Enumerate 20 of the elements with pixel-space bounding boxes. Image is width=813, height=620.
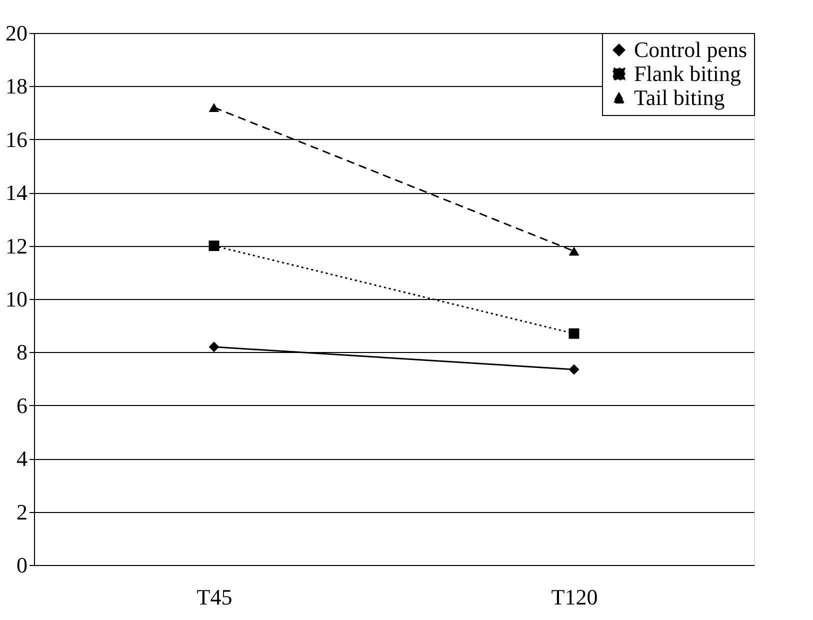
- point: [208, 240, 220, 252]
- x-tick-label: T45: [196, 584, 232, 610]
- y-tick-label: 4: [16, 446, 28, 472]
- y-tick-label: 0: [16, 552, 28, 578]
- legend-label: Tail biting: [634, 85, 725, 110]
- y-tick-label: 8: [16, 340, 28, 365]
- x-tick-label: T120: [551, 584, 598, 610]
- y-tick-label: 12: [6, 233, 28, 258]
- y-tick-label: 18: [6, 74, 28, 99]
- y-tick-label: 16: [6, 126, 28, 152]
- legend-label: Control pens: [634, 37, 748, 62]
- legend-label: Flank biting: [634, 61, 741, 86]
- point: [568, 328, 580, 339]
- y-tick-label: 2: [16, 499, 28, 524]
- y-tick-label: 14: [6, 180, 28, 206]
- point: [568, 364, 580, 375]
- point: [208, 342, 220, 352]
- y-tick-label: 6: [16, 392, 28, 418]
- y-tick-label: 10: [6, 286, 28, 312]
- y-tick-label: 20: [6, 20, 28, 46]
